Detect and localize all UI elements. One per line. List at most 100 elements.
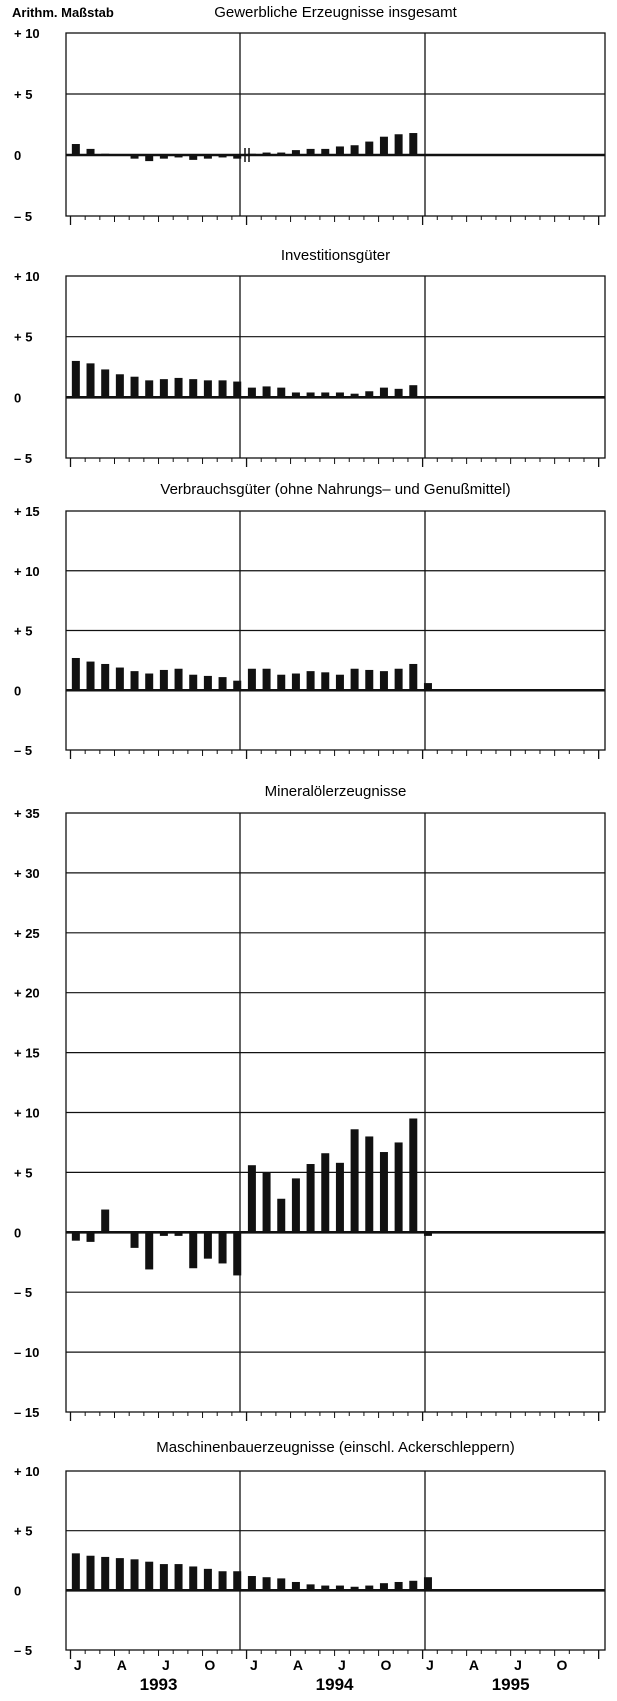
bar xyxy=(71,360,80,398)
bar xyxy=(71,144,80,155)
bar xyxy=(335,674,344,691)
bar xyxy=(291,673,300,691)
bar xyxy=(115,1231,124,1233)
y-tick-label: + 35 xyxy=(14,806,40,821)
month-label: J xyxy=(74,1657,82,1673)
bar xyxy=(189,155,198,160)
y-tick-label: + 10 xyxy=(14,1464,40,1479)
bar xyxy=(189,1232,198,1269)
bar xyxy=(321,148,330,155)
bar xyxy=(335,146,344,155)
panel-title: Mineralölerzeugnisse xyxy=(265,783,407,800)
month-label: J xyxy=(426,1657,434,1673)
y-tick-label: – 5 xyxy=(14,743,32,758)
bar xyxy=(350,393,359,398)
bar xyxy=(174,668,183,691)
panel-title: Verbrauchsgüter (ohne Nahrungs– und Genu… xyxy=(160,481,510,498)
bar xyxy=(159,669,168,691)
bar xyxy=(379,671,388,691)
bar xyxy=(379,136,388,155)
bar xyxy=(306,1164,315,1233)
bar xyxy=(365,391,374,398)
y-tick-label: + 5 xyxy=(14,87,32,102)
bar xyxy=(306,148,315,155)
month-label: A xyxy=(293,1657,303,1673)
bar xyxy=(277,387,286,398)
panel-frame xyxy=(65,1470,606,1651)
bar xyxy=(291,150,300,155)
month-label: A xyxy=(469,1657,479,1673)
bar xyxy=(159,1232,168,1236)
y-tick-label: + 30 xyxy=(14,866,40,881)
bar xyxy=(115,1558,124,1591)
bar xyxy=(291,1581,300,1591)
bar xyxy=(115,667,124,691)
y-tick-label: – 5 xyxy=(14,451,32,466)
bar xyxy=(101,153,110,155)
bar xyxy=(423,1577,432,1591)
panel-title: Maschinenbauerzeugnisse (einschl. Ackers… xyxy=(156,1439,515,1456)
bar xyxy=(233,155,242,159)
bar xyxy=(277,1198,286,1233)
bar xyxy=(159,1564,168,1591)
panel-4: Mineralölerzeugnisse + 35 + 30 + 25 + 20 + 15… xyxy=(14,783,606,1421)
bar xyxy=(379,1583,388,1591)
bar xyxy=(130,671,139,691)
y-tick-label: + 10 xyxy=(14,26,40,41)
y-tick-label: – 10 xyxy=(14,1345,39,1360)
bar xyxy=(218,380,227,398)
y-tick-label: 0 xyxy=(14,148,21,163)
bar xyxy=(423,683,432,691)
bar xyxy=(159,155,168,159)
y-tick-label: + 10 xyxy=(14,1106,40,1121)
month-label: A xyxy=(117,1657,127,1673)
bar xyxy=(365,1585,374,1591)
y-tick-label: + 5 xyxy=(14,330,32,345)
bar xyxy=(247,153,256,155)
bar xyxy=(145,673,154,691)
bar xyxy=(203,380,212,398)
y-tick-label: – 5 xyxy=(14,1643,32,1658)
bar xyxy=(174,155,183,158)
bar xyxy=(247,1165,256,1233)
bar xyxy=(174,1564,183,1591)
bar xyxy=(145,1561,154,1591)
bar xyxy=(145,380,154,398)
bar xyxy=(233,1571,242,1591)
y-tick-label: – 15 xyxy=(14,1405,39,1420)
year-label: 1995 xyxy=(492,1675,530,1694)
bar xyxy=(247,668,256,691)
bar xyxy=(262,386,271,398)
y-tick-label: + 10 xyxy=(14,564,40,579)
bar xyxy=(291,1178,300,1233)
month-label: J xyxy=(162,1657,170,1673)
month-label: J xyxy=(514,1657,522,1673)
bar xyxy=(101,663,110,691)
bar xyxy=(115,374,124,398)
y-tick-label: + 20 xyxy=(14,986,40,1001)
bar xyxy=(130,1232,139,1248)
bar xyxy=(86,363,95,398)
bar xyxy=(277,674,286,691)
year-label: 1993 xyxy=(140,1675,178,1694)
bar xyxy=(262,152,271,155)
bar xyxy=(115,155,124,156)
bar xyxy=(306,1584,315,1591)
bar xyxy=(174,377,183,398)
bar xyxy=(189,1566,198,1591)
bar xyxy=(71,1232,80,1241)
bar xyxy=(203,155,212,159)
bar xyxy=(86,1232,95,1242)
bar xyxy=(394,134,403,155)
bar xyxy=(233,1232,242,1276)
bar xyxy=(174,1232,183,1236)
y-tick-label: 0 xyxy=(14,1583,21,1598)
bar xyxy=(350,145,359,155)
bar xyxy=(321,392,330,398)
bar xyxy=(365,669,374,691)
bar xyxy=(189,379,198,398)
bar xyxy=(394,1581,403,1591)
bar xyxy=(262,1577,271,1591)
bar xyxy=(365,1136,374,1233)
